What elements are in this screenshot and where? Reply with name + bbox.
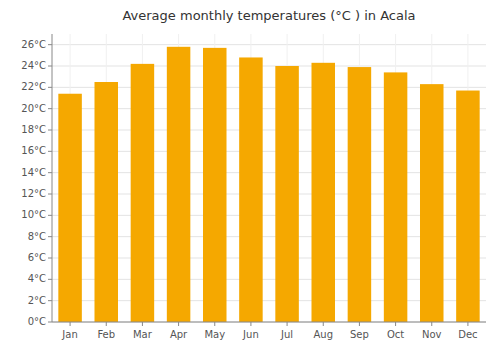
x-tick (359, 322, 360, 326)
y-grid-line (52, 44, 486, 45)
x-tick-label: Oct (387, 329, 404, 340)
y-tick-label: 20°C (21, 103, 46, 114)
y-tick (48, 300, 52, 301)
x-tick (395, 322, 396, 326)
y-tick-label: 22°C (21, 81, 46, 92)
y-grid-line (52, 66, 486, 67)
y-tick-label: 6°C (28, 252, 46, 263)
y-tick-label: 2°C (28, 295, 46, 306)
bar (311, 63, 335, 322)
y-tick-label: 8°C (28, 231, 46, 242)
x-tick-label: Mar (133, 329, 153, 340)
y-tick (48, 194, 52, 195)
bar (167, 47, 191, 322)
chart: 0°C 2°C 4°C 6°C 8°C 10°C 12°C 14°C 16°C 18°C 20°C 2… (0, 0, 500, 350)
x-tick (178, 322, 179, 326)
y-tick (48, 215, 52, 216)
y-tick (48, 66, 52, 67)
x-tick-label: Jul (280, 329, 293, 340)
bar (275, 66, 299, 322)
bar (58, 94, 82, 322)
y-tick (48, 130, 52, 131)
y-tick (48, 236, 52, 237)
y-tick (48, 258, 52, 259)
bars (58, 47, 479, 322)
bar (94, 82, 118, 322)
y-tick-label: 26°C (21, 39, 46, 50)
x-axis-line (52, 322, 486, 323)
x-tick-label: Aug (313, 329, 333, 340)
y-tick-label: 12°C (21, 188, 46, 199)
x-tick-label: May (204, 329, 225, 340)
x-tick-label: Jan (61, 329, 77, 340)
x-tick (214, 322, 215, 326)
x-tick-label: Nov (422, 329, 442, 340)
y-tick-label: 16°C (21, 145, 46, 156)
bar (456, 91, 480, 322)
x-tick (287, 322, 288, 326)
y-tick (48, 87, 52, 88)
grid (52, 34, 486, 322)
bar (348, 67, 372, 322)
y-tick (48, 172, 52, 173)
y-tick (48, 44, 52, 45)
x-tick (250, 322, 251, 326)
axes: 0°C 2°C 4°C 6°C 8°C 10°C 12°C 14°C 16°C 18°C 20°C 2… (21, 34, 486, 340)
x-tick-label: Jun (242, 329, 259, 340)
x-tick (431, 322, 432, 326)
bar (203, 48, 227, 322)
x-tick (323, 322, 324, 326)
y-tick-label: 14°C (21, 167, 46, 178)
y-tick (48, 151, 52, 152)
title: Average monthly temperatures (°C ) in Ac… (122, 8, 415, 23)
y-tick-label: 4°C (28, 273, 46, 284)
x-tick-label: Apr (170, 329, 188, 340)
y-tick-label: 10°C (21, 209, 46, 220)
x-tick-label: Dec (458, 329, 477, 340)
bar (239, 57, 263, 322)
y-tick (48, 279, 52, 280)
bar (131, 64, 155, 322)
bar (420, 84, 444, 322)
x-tick (106, 322, 107, 326)
y-tick-label: 24°C (21, 60, 46, 71)
x-tick (70, 322, 71, 326)
x-tick (467, 322, 468, 326)
y-grid-line (52, 322, 486, 323)
y-tick (48, 322, 52, 323)
x-tick-label: Sep (350, 329, 369, 340)
x-tick (142, 322, 143, 326)
bar (384, 72, 408, 322)
y-axis-line (52, 34, 53, 322)
y-tick (48, 108, 52, 109)
y-tick-label: 0°C (28, 316, 46, 327)
y-tick-label: 18°C (21, 124, 46, 135)
x-tick-label: Feb (97, 329, 115, 340)
